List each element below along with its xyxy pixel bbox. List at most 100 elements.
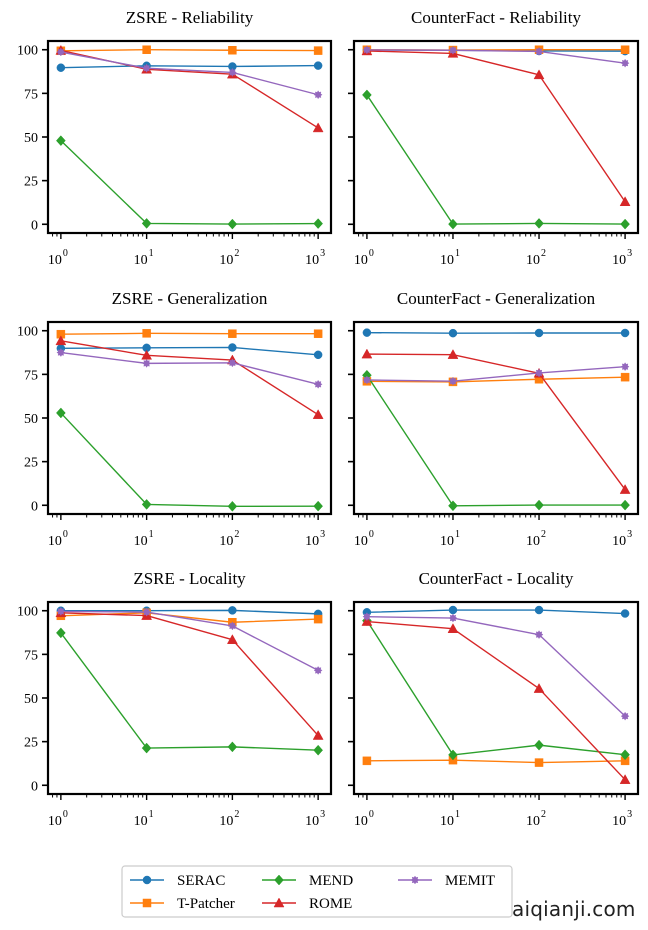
data-point-serac bbox=[620, 328, 630, 338]
panel-title: ZSRE - Generalization bbox=[112, 289, 268, 308]
data-point-serac bbox=[620, 609, 630, 618]
series-line-rome bbox=[60, 612, 319, 736]
data-point-serac bbox=[313, 350, 323, 360]
plot-area bbox=[48, 322, 331, 514]
data-point-mend bbox=[534, 499, 544, 511]
data-point-mend bbox=[141, 499, 152, 510]
data-point-t-patcher bbox=[313, 46, 323, 55]
x-tick-label: 102 bbox=[526, 529, 546, 549]
series-mend bbox=[362, 369, 630, 512]
series-line-t-patcher bbox=[60, 49, 319, 52]
data-point-serac bbox=[534, 605, 544, 615]
x-tick-base: 10 bbox=[440, 534, 454, 549]
x-tick-base: 10 bbox=[219, 534, 233, 549]
data-point-memit bbox=[313, 379, 323, 389]
x-tick-base: 10 bbox=[305, 814, 319, 829]
series-memit bbox=[362, 612, 630, 721]
data-point-serac bbox=[448, 328, 458, 338]
data-point-memit bbox=[362, 612, 372, 622]
legend-marker-triangle-icon bbox=[273, 897, 285, 908]
data-point-serac bbox=[534, 328, 544, 338]
x-tick-exponent: 3 bbox=[627, 809, 632, 820]
data-point-mend bbox=[313, 218, 323, 229]
x-tick-base: 10 bbox=[219, 253, 233, 268]
x-tick-base: 10 bbox=[526, 253, 540, 268]
data-point-serac bbox=[313, 61, 323, 70]
data-point-memit bbox=[534, 47, 544, 56]
y-tick-label: 50 bbox=[24, 692, 38, 707]
x-tick-exponent: 2 bbox=[541, 248, 546, 259]
data-point-memit bbox=[534, 368, 544, 378]
legend-item-t-patcher: T-Patcher bbox=[130, 896, 235, 912]
data-point-rome bbox=[619, 774, 631, 784]
y-tick-label: 25 bbox=[24, 456, 38, 471]
series-memit bbox=[56, 47, 323, 100]
data-point-t-patcher bbox=[142, 329, 151, 338]
series-mend bbox=[56, 627, 323, 756]
data-point-mend bbox=[56, 627, 66, 639]
data-point-mend bbox=[362, 89, 372, 101]
x-tick-base: 10 bbox=[354, 253, 368, 268]
series-line-memit bbox=[366, 365, 626, 382]
plot-area bbox=[354, 41, 638, 233]
y-tick-label: 0 bbox=[31, 499, 38, 514]
x-tick-exponent: 1 bbox=[455, 529, 460, 540]
x-tick-exponent: 1 bbox=[455, 248, 460, 259]
series-memit bbox=[56, 348, 323, 389]
x-tick-label: 101 bbox=[440, 809, 460, 829]
data-point-rome bbox=[312, 409, 324, 419]
data-point-rome bbox=[447, 349, 459, 359]
x-tick-label: 102 bbox=[219, 809, 239, 829]
y-tick-label: 50 bbox=[24, 131, 38, 146]
data-point-rome bbox=[226, 634, 238, 644]
panel-title: CounterFact - Generalization bbox=[397, 289, 596, 308]
data-point-memit bbox=[448, 45, 458, 55]
series-serac bbox=[362, 328, 630, 338]
series-line-t-patcher bbox=[60, 332, 319, 335]
data-point-mend bbox=[313, 744, 323, 756]
x-tick-exponent: 0 bbox=[369, 809, 374, 820]
x-tick-label: 103 bbox=[305, 248, 325, 268]
series-line-mend bbox=[60, 412, 319, 508]
x-tick-base: 10 bbox=[612, 253, 626, 268]
data-point-memit bbox=[448, 376, 458, 386]
x-tick-exponent: 2 bbox=[541, 809, 546, 820]
series-line-mend bbox=[60, 632, 319, 751]
data-point-rome bbox=[312, 730, 324, 740]
data-point-mend bbox=[227, 218, 238, 230]
x-tick-label: 102 bbox=[526, 248, 546, 268]
x-tick-base: 10 bbox=[134, 253, 148, 268]
data-point-rome bbox=[361, 616, 373, 626]
y-tick-label: 25 bbox=[24, 736, 38, 751]
axes-frame bbox=[46, 39, 333, 235]
data-point-mend bbox=[534, 739, 544, 751]
series-line-memit bbox=[60, 51, 319, 96]
legend-item-memit: MEMIT bbox=[398, 873, 495, 889]
x-tick-label: 101 bbox=[440, 248, 460, 268]
x-tick-base: 10 bbox=[48, 253, 62, 268]
data-point-serac bbox=[228, 606, 237, 615]
data-point-memit bbox=[620, 58, 630, 68]
data-point-mend bbox=[227, 741, 238, 753]
series-memit bbox=[362, 362, 630, 386]
data-point-t-patcher bbox=[142, 45, 151, 54]
x-tick-base: 10 bbox=[526, 814, 540, 829]
x-tick-label: 102 bbox=[219, 529, 239, 549]
series-rome bbox=[55, 607, 324, 740]
series-line-mend bbox=[366, 94, 626, 225]
x-tick-base: 10 bbox=[134, 534, 148, 549]
x-tick-label: 103 bbox=[305, 529, 325, 549]
x-tick-base: 10 bbox=[134, 814, 148, 829]
x-tick-exponent: 3 bbox=[320, 529, 325, 540]
legend-label: SERAC bbox=[177, 873, 225, 889]
data-point-memit bbox=[362, 45, 372, 55]
data-point-memit bbox=[142, 607, 151, 617]
y-tick-label: 25 bbox=[24, 175, 38, 190]
data-point-t-patcher bbox=[313, 614, 323, 624]
data-point-memit bbox=[56, 607, 66, 616]
panel-title: ZSRE - Locality bbox=[133, 569, 246, 588]
plot-area bbox=[48, 41, 331, 233]
